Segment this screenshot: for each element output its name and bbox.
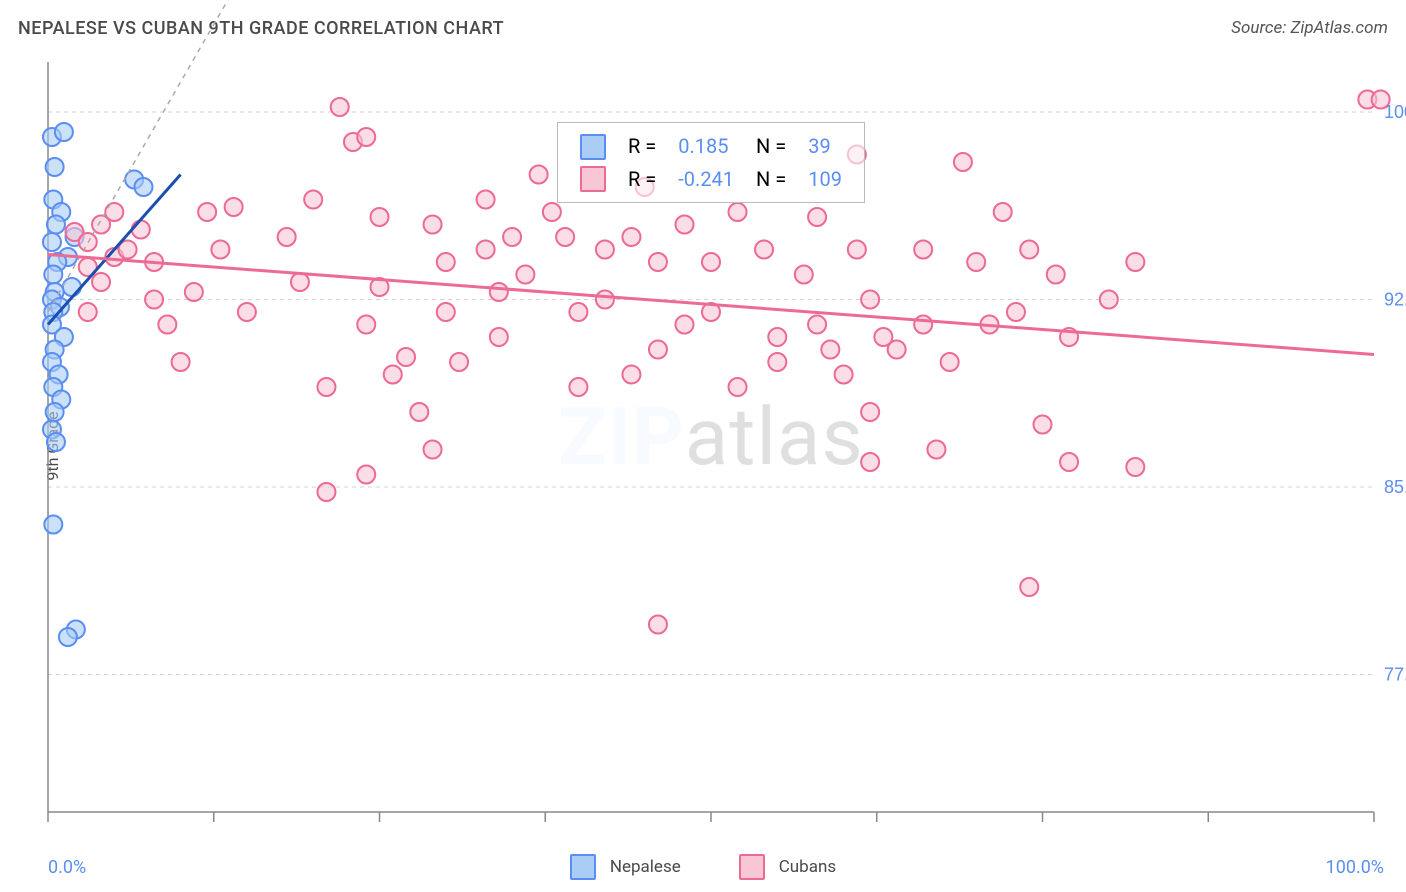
stats-legend-box: R =0.185 N =39 R =-0.241 N =109	[557, 122, 865, 203]
r-value-2: -0.241	[668, 164, 744, 195]
source-label: Source: ZipAtlas.com	[1231, 18, 1388, 38]
plot-area: 100.0%92.5%85.0%77.5% ZIPatlas R =0.185 …	[48, 62, 1374, 812]
n-value-1: 39	[798, 131, 852, 162]
legend-swatch-1	[570, 854, 596, 880]
x-axis-legend: Nepalese Cubans	[0, 854, 1406, 880]
legend-label-2: Cubans	[779, 857, 836, 877]
svg-text:92.5%: 92.5%	[1384, 290, 1406, 310]
chart-title: NEPALESE VS CUBAN 9TH GRADE CORRELATION …	[18, 18, 504, 39]
r-value-1: 0.185	[668, 131, 744, 162]
legend-swatch-2	[739, 854, 765, 880]
n-value-2: 109	[798, 164, 852, 195]
svg-text:77.5%: 77.5%	[1384, 665, 1406, 685]
svg-text:85.0%: 85.0%	[1384, 477, 1406, 497]
x-tick-min: 0.0%	[48, 857, 86, 878]
x-tick-max: 100.0%	[1326, 857, 1384, 878]
legend-label-1: Nepalese	[610, 857, 681, 877]
